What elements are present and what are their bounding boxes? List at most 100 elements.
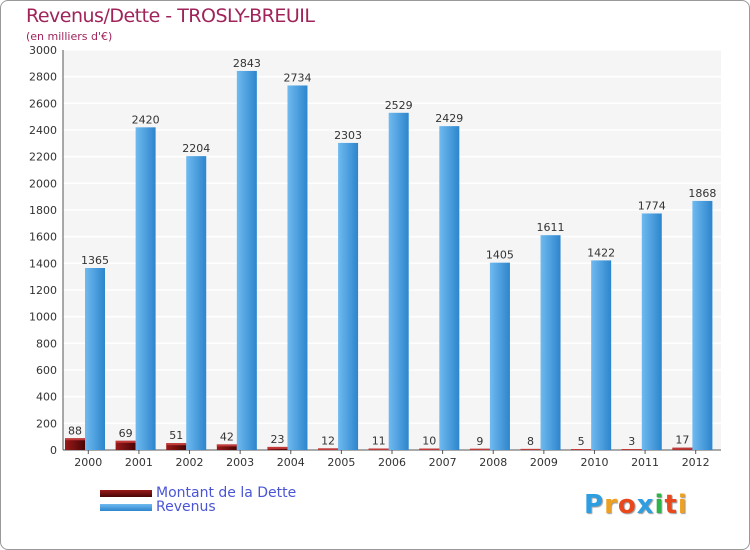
bar-dette [216,444,237,450]
x-tick-label: 2006 [378,456,406,469]
x-tick-label: 2007 [429,456,457,469]
bar-revenus [287,85,308,450]
bar-dette-top [216,444,237,447]
bar-dette-label: 51 [169,429,183,442]
y-tick-label: 600 [36,364,57,377]
y-tick-label: 1800 [29,204,57,217]
bar-revenus [186,156,207,450]
y-tick-label: 1600 [29,231,57,244]
bar-revenus-label: 2843 [233,57,261,70]
bar-dette-label: 9 [476,435,483,448]
x-tick-label: 2002 [176,456,204,469]
bar-dette-top [166,443,187,446]
x-tick-label: 2003 [226,456,254,469]
bar-revenus [439,126,460,450]
bar-revenus-label: 1422 [587,246,615,259]
bar-revenus-label: 2734 [283,71,311,84]
bar-revenus [338,142,359,450]
x-tick-label: 2012 [682,456,710,469]
bar-dette-label: 17 [675,434,689,447]
legend-swatch-dette [100,489,152,497]
bar-dette-label: 42 [220,430,234,443]
bar-revenus [135,127,156,450]
bar-dette-top [419,448,440,450]
bar-dette-top [469,448,490,450]
y-tick-label: 800 [36,337,57,350]
bar-dette [166,443,187,450]
bar-dette [65,438,85,450]
y-tick-label: 200 [36,417,57,430]
legend-item-dette: Montant de la Dette [100,486,296,500]
bar-dette [115,440,136,450]
chart-subtitle: (en milliers d'€) [26,30,113,43]
bar-revenus [85,268,105,450]
bar-dette-label: 11 [372,435,386,448]
bar-dette-top [621,449,642,450]
bar-dette-top [65,438,85,441]
bar-dette-top [571,449,592,450]
logo-letter: t [664,490,678,520]
bar-revenus-label: 2303 [334,129,362,142]
bar-revenus-label: 1774 [638,199,666,212]
bar-dette-label: 10 [422,435,436,448]
y-tick-label: 400 [36,391,57,404]
bar-revenus-label: 1365 [81,254,109,267]
bar-revenus [540,235,561,450]
chart-title: Revenus/Dette - TROSLY-BREUIL [26,5,315,27]
bar-revenus-label: 1611 [537,221,565,234]
data-labels: 88 1365 69 2420 51 2204 42 2843 23 2734 12 2303 11 25… [68,57,716,448]
x-tick-label: 2009 [530,456,558,469]
logo-letter: x [636,490,655,520]
bar-revenus [388,112,409,451]
bar-revenus-label: 2429 [435,112,463,125]
bar-dette-label: 69 [119,427,133,440]
y-tick-label: 1400 [29,257,57,270]
bar-dette-label: 12 [321,434,335,447]
proxiti-logo: Proxiti [584,490,688,520]
bar-revenus [692,200,713,450]
legend-label-revenus: Revenus [156,499,216,515]
bar-dette-label: 3 [628,435,635,448]
bar-dette-top [368,448,389,450]
bars [65,70,713,451]
x-tick-label: 2005 [327,456,355,469]
x-tick-label: 2000 [74,456,102,469]
bar-revenus [591,260,612,450]
y-tick-label: 2800 [29,71,57,84]
bar-dette-label: 88 [68,424,82,437]
x-tick-label: 2008 [479,456,507,469]
bar-dette-label: 8 [527,435,534,448]
bar-dette-top [318,448,339,450]
legend-label-dette: Montant de la Dette [156,485,297,501]
y-tick-label: 2600 [29,97,57,110]
x-tick-label: 2010 [580,456,608,469]
x-tick-label: 2011 [631,456,659,469]
legend-swatch-revenus [100,503,152,511]
y-tick-label: 1000 [29,311,57,324]
axes: 0 200 400 600 800 1000 1200 1400 1600 1800 2000 220… [29,44,721,469]
logo-letter: P [584,490,605,520]
bar-revenus [236,70,257,450]
logo-letter: o [617,490,637,520]
logo-letter: r [604,490,618,520]
y-tick-label: 2400 [29,124,57,137]
bar-revenus-label: 2204 [182,142,210,155]
legend: Montant de la Dette Revenus [100,486,296,514]
bar-dette-top [267,446,288,449]
bar-revenus [489,262,510,450]
y-tick-label: 2200 [29,151,57,164]
logo-letter: i [654,490,665,520]
legend-item-revenus: Revenus [100,500,296,514]
x-tick-label: 2004 [277,456,305,469]
x-tick-label: 2001 [125,456,153,469]
bar-dette-label: 5 [578,435,585,448]
bar-dette-top [115,440,136,443]
bar-dette-top [672,447,693,450]
bar-dette-label: 23 [270,433,284,446]
bar-revenus-label: 1405 [486,249,514,262]
bar-revenus [641,213,662,450]
y-tick-label: 0 [50,444,57,457]
y-tick-label: 1200 [29,284,57,297]
logo-letter: i [677,490,688,520]
